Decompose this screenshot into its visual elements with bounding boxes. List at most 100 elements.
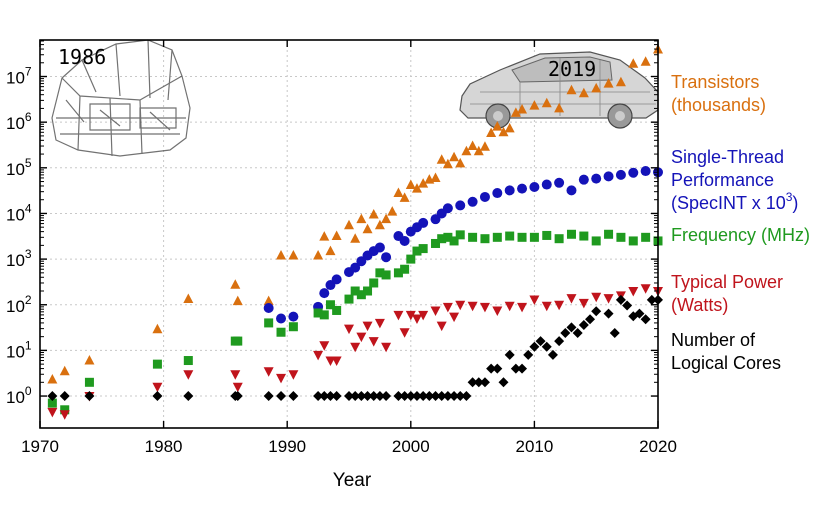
- power-point: [362, 321, 373, 332]
- transistors-point: [399, 192, 410, 202]
- cores-point: [47, 391, 58, 402]
- y-tick-label: 106: [6, 110, 32, 133]
- transistors-point: [436, 154, 447, 164]
- legend-cores-line-2: Logical Cores: [671, 353, 781, 373]
- frequency-point: [288, 322, 298, 332]
- single-thread-point: [615, 169, 626, 180]
- legend-power-line-1: Typical Power: [671, 272, 783, 292]
- transistors-point: [325, 245, 336, 256]
- transistors-point: [288, 249, 299, 260]
- power-point: [554, 300, 565, 311]
- single-thread-point: [517, 183, 528, 194]
- transistors-point: [276, 249, 287, 260]
- transistors-point: [473, 145, 484, 156]
- frequency-point: [542, 230, 552, 240]
- single-thread-point: [492, 188, 503, 199]
- transistors-point: [467, 140, 478, 151]
- frequency-point: [412, 246, 422, 256]
- cores-point: [430, 391, 441, 402]
- cores-point: [640, 314, 651, 325]
- frequency-point: [325, 300, 335, 310]
- cores-point: [288, 391, 299, 402]
- frequency-point: [313, 308, 323, 318]
- y-tick-label: 105: [6, 156, 32, 179]
- cores-point: [84, 391, 95, 402]
- power-point: [368, 337, 379, 347]
- cores-point: [350, 391, 361, 402]
- transistors-point: [430, 172, 441, 182]
- cores-point: [603, 308, 614, 319]
- single-thread-point: [591, 173, 602, 184]
- cores-point: [517, 363, 528, 374]
- frequency-point: [641, 232, 651, 242]
- frequency-point: [375, 268, 385, 278]
- y-tick-label: 101: [6, 338, 32, 361]
- frequency-point: [579, 231, 589, 241]
- frequency-point: [350, 286, 360, 296]
- cores-point: [436, 391, 447, 402]
- x-tick-label: 1970: [21, 437, 59, 456]
- single-thread-point: [399, 235, 410, 246]
- cores-point: [331, 391, 342, 402]
- frequency-point: [529, 232, 539, 242]
- power-point: [578, 298, 589, 309]
- y-tick-label: 100: [6, 384, 32, 407]
- cores-point: [479, 377, 490, 388]
- frequency-point: [437, 234, 447, 244]
- frequency-point: [152, 359, 162, 369]
- frequency-point: [356, 290, 366, 300]
- legend-frequency-line-1: Frequency (MHz): [671, 225, 810, 245]
- transistors-point: [356, 213, 367, 224]
- single-thread-point: [628, 167, 639, 178]
- transistors-point: [350, 233, 361, 243]
- frequency-point: [276, 327, 286, 337]
- transistors-point: [628, 58, 639, 68]
- transistors-point: [517, 103, 528, 114]
- transistors-point: [263, 295, 274, 306]
- power-point: [319, 341, 330, 351]
- cores-point: [461, 391, 472, 402]
- cores-point: [411, 391, 422, 402]
- frequency-point: [468, 232, 478, 242]
- cores-point: [183, 391, 194, 402]
- frequency-point: [363, 286, 373, 296]
- transistors-point: [578, 87, 589, 98]
- cores-point: [59, 391, 70, 402]
- transistors-point: [230, 279, 241, 289]
- frequency-point: [47, 398, 57, 408]
- frequency-point: [455, 230, 465, 240]
- x-tick-label: 2020: [639, 437, 677, 456]
- frequency-point: [517, 232, 527, 242]
- transistors-point: [449, 151, 460, 162]
- cores-point: [510, 363, 521, 374]
- transistors-point: [498, 126, 509, 137]
- frequency-point: [628, 236, 638, 246]
- cores-point: [405, 391, 416, 402]
- cores-point: [362, 391, 373, 402]
- single-thread-point: [578, 174, 589, 185]
- power-point: [232, 382, 243, 393]
- frequency-point: [505, 231, 515, 241]
- single-thread-point: [319, 288, 330, 299]
- plot-frame: [39, 39, 659, 429]
- power-point: [566, 294, 577, 304]
- transistors-point: [455, 157, 466, 168]
- power-point: [591, 292, 602, 303]
- power-point: [350, 342, 361, 353]
- transistors-point: [479, 141, 490, 151]
- cores-point: [276, 391, 287, 402]
- transistors-point: [405, 179, 416, 190]
- cores-point: [393, 391, 404, 402]
- cores-point: [344, 391, 354, 402]
- cores-point: [547, 349, 558, 360]
- x-tick-label: 1980: [145, 437, 183, 456]
- power-point: [430, 306, 441, 316]
- power-point: [455, 300, 466, 311]
- frequency-point: [431, 238, 441, 248]
- cores-point: [368, 391, 379, 402]
- single-thread-point: [442, 203, 453, 214]
- power-point: [442, 302, 453, 313]
- cores-point: [424, 391, 435, 402]
- frequency-point: [480, 234, 490, 244]
